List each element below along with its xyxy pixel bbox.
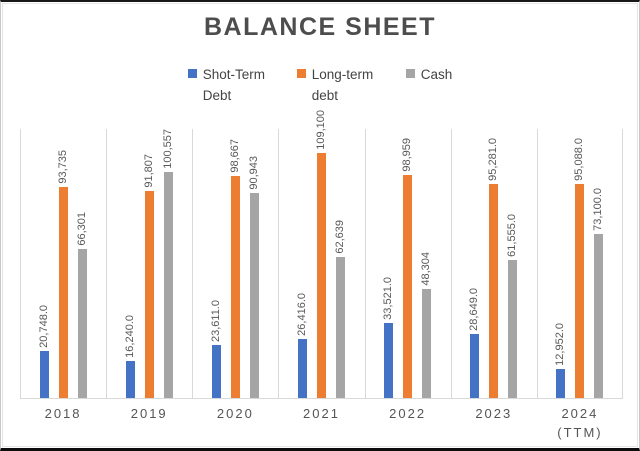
x-axis-line bbox=[20, 398, 623, 399]
bar bbox=[403, 175, 413, 398]
x-axis-label: 2023 bbox=[475, 406, 513, 421]
bar bbox=[575, 184, 585, 398]
bar bbox=[384, 323, 394, 398]
bar-value-label: 12,952.0 bbox=[554, 323, 567, 366]
bar-value-label: 93,735 bbox=[56, 150, 69, 184]
x-axis-label: 2018 bbox=[44, 406, 82, 421]
category-gridline bbox=[20, 129, 21, 399]
x-axis-labels: 2018 2019 2020 2021 2022 2023 2024 (TTM) bbox=[20, 405, 623, 443]
bar bbox=[556, 369, 566, 398]
bar bbox=[317, 153, 326, 398]
chart-title: BALANCE SHEET bbox=[203, 13, 436, 41]
bar bbox=[594, 234, 604, 398]
bar bbox=[230, 176, 240, 398]
chart-legend: Shot-Term Debt Long-term debt Cash bbox=[1, 65, 639, 107]
category-gridline bbox=[106, 129, 107, 399]
category-gridline bbox=[451, 129, 452, 399]
bar-value-label: 91,807 bbox=[142, 154, 155, 188]
legend-swatch-orange-icon bbox=[296, 69, 306, 78]
plot-area: 20,748.0 16,240.0 23,611.0 26,416.0 33,521.0… bbox=[20, 110, 623, 399]
legend-item-cash[interactable]: Cash bbox=[405, 65, 453, 107]
bar-value-label: 20,748.0 bbox=[37, 305, 50, 348]
bar bbox=[163, 172, 173, 398]
category-gridline bbox=[537, 129, 538, 399]
bar-value-label: 90,943 bbox=[247, 156, 260, 190]
bar-value-label: 95,281.0 bbox=[487, 138, 500, 181]
bar bbox=[298, 339, 307, 398]
bar-value-label: 98,667 bbox=[228, 139, 241, 173]
bar-value-label: 95,088.0 bbox=[573, 138, 586, 181]
bar-value-label: 61,555.0 bbox=[506, 214, 519, 257]
bar-value-label: 98,959 bbox=[401, 138, 414, 172]
bar bbox=[249, 193, 259, 398]
legend-item-long-term-debt[interactable]: Long-term debt bbox=[296, 65, 378, 107]
bar-value-label: 100,557 bbox=[161, 129, 174, 169]
bar-value-label: 73,100.0 bbox=[592, 188, 605, 231]
bar bbox=[125, 361, 135, 398]
x-axis-label: 2019 bbox=[130, 406, 168, 421]
bar-value-label: 109,100 bbox=[315, 110, 327, 150]
category-gridline bbox=[365, 129, 366, 399]
legend-label: Cash bbox=[420, 67, 453, 82]
category-gridline bbox=[278, 129, 279, 399]
bar-value-label: 23,611.0 bbox=[209, 299, 222, 342]
x-axis-label: 2024 (TTM) bbox=[557, 406, 603, 440]
legend-item-short-term-debt[interactable]: Shot-Term Debt bbox=[187, 65, 269, 107]
bar-value-label: 66,301 bbox=[75, 212, 88, 246]
bar bbox=[77, 249, 87, 398]
bar-value-label: 48,304 bbox=[420, 252, 433, 286]
legend-label: Long-term debt bbox=[311, 67, 374, 103]
bar-value-label: 62,639 bbox=[334, 220, 346, 254]
bar-value-label: 28,649.0 bbox=[468, 288, 481, 331]
x-axis-label: 2020 bbox=[216, 406, 254, 421]
bar bbox=[489, 184, 499, 398]
category-gridline bbox=[622, 129, 623, 399]
bar bbox=[144, 191, 154, 398]
legend-swatch-blue-icon bbox=[187, 69, 197, 78]
bar bbox=[422, 289, 432, 398]
legend-label: Shot-Term Debt bbox=[202, 67, 266, 103]
bar bbox=[508, 260, 518, 398]
x-axis-label: 2021 bbox=[303, 406, 340, 421]
x-axis-label: 2022 bbox=[389, 406, 427, 421]
bar-value-label: 26,416.0 bbox=[296, 293, 308, 336]
bar-value-label: 16,240.0 bbox=[123, 315, 136, 358]
bar bbox=[470, 334, 480, 398]
bar bbox=[211, 345, 221, 398]
bar-value-label: 33,521.0 bbox=[382, 277, 395, 320]
bar bbox=[39, 351, 49, 398]
bar bbox=[336, 257, 345, 398]
category-gridline bbox=[192, 129, 193, 399]
bar bbox=[58, 187, 68, 398]
legend-swatch-gray-icon bbox=[405, 69, 415, 78]
